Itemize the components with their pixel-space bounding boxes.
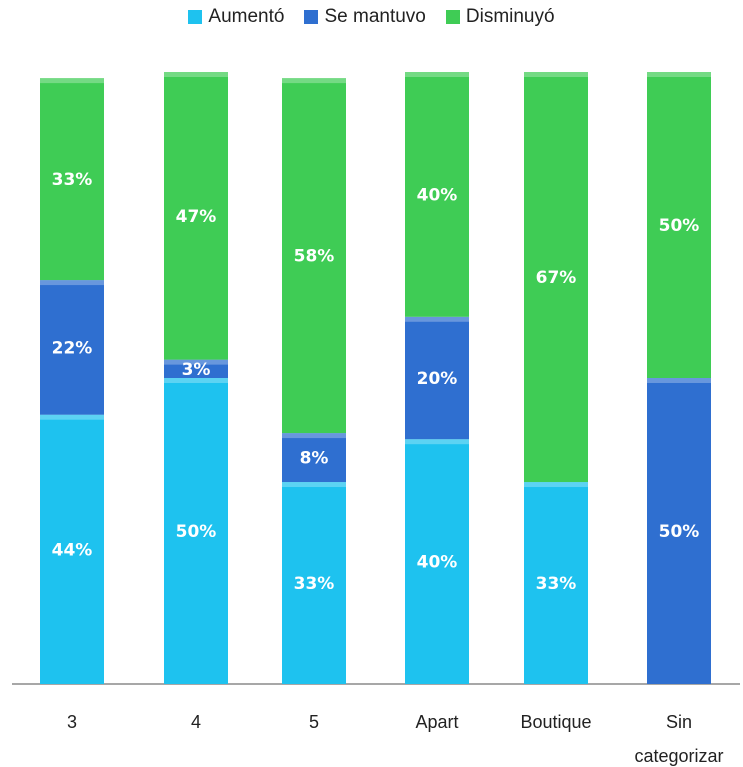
data-label-se-mantuvo-4: 3% (182, 360, 211, 380)
bar-highlight-aumento-4 (164, 378, 228, 383)
bar-highlight-disminuyo-boutique (524, 72, 588, 77)
labels-layer: 44% 22% 33% 50% 3% 47% 33% 8% 58% 40% 20% 40% 33% 67%… (52, 170, 700, 594)
bar-highlight-aumento-3 (40, 414, 104, 420)
x-tick-label-boutique: Boutique (520, 712, 591, 732)
bar-highlight-disminuyo-apart (405, 72, 469, 77)
data-label-disminuyo-5: 58% (294, 247, 335, 267)
legend-swatch-se-mantuvo (304, 10, 319, 24)
bar-highlight-aumento-boutique (524, 482, 588, 488)
x-tick-label-5: 5 (309, 712, 319, 732)
bar-aumento-3 (40, 414, 104, 684)
bar-highlight-aumento-apart (405, 439, 469, 445)
data-label-disminuyo-3: 33% (52, 170, 93, 190)
bar-disminuyo-3 (40, 78, 104, 281)
x-tick-label-3: 3 (67, 712, 77, 732)
data-label-disminuyo-4: 47% (176, 207, 217, 227)
legend-item-se-mantuvo: Se mantuvo (304, 6, 426, 28)
bar-disminuyo-sin-categorizar (647, 72, 711, 378)
bar-aumento-5 (282, 482, 346, 684)
bar-highlight-aumento-5 (282, 482, 346, 488)
data-label-se-mantuvo-5: 8% (300, 449, 329, 469)
data-label-disminuyo-apart: 40% (417, 185, 458, 205)
data-label-se-mantuvo-sin-categorizar: 50% (659, 522, 700, 542)
legend: Aumentó Se mantuvo Disminuyó (0, 6, 743, 28)
data-label-aumento-3: 44% (52, 540, 93, 560)
bar-se-mantuvo-3 (40, 280, 104, 415)
bar-disminuyo-boutique (524, 72, 588, 483)
bar-highlight-disminuyo-3 (40, 78, 104, 84)
bar-se-mantuvo-apart (405, 316, 469, 440)
x-tick-label-sin-categorizar: Sin categorizar (634, 712, 723, 766)
bar-highlight-se-mantuvo-5 (282, 433, 346, 439)
legend-swatch-aumento (188, 10, 203, 24)
data-label-disminuyo-sin-categorizar: 50% (659, 216, 700, 236)
data-label-aumento-4: 50% (176, 522, 217, 542)
bar-highlight-se-mantuvo-apart (405, 316, 469, 322)
x-tick-label-4: 4 (191, 712, 201, 732)
data-label-aumento-apart: 40% (417, 553, 458, 573)
bar-disminuyo-4 (164, 72, 228, 360)
bar-highlight-disminuyo-sin-categorizar (647, 72, 711, 77)
bar-highlight-se-mantuvo-3 (40, 280, 104, 286)
data-label-disminuyo-boutique: 67% (536, 268, 577, 288)
legend-label-se-mantuvo: Se mantuvo (324, 6, 426, 27)
bar-highlight-disminuyo-4 (164, 72, 228, 77)
data-label-aumento-boutique: 33% (536, 574, 577, 594)
data-label-se-mantuvo-3: 22% (52, 338, 93, 358)
legend-swatch-disminuyo (445, 10, 460, 24)
bar-disminuyo-5 (282, 78, 346, 434)
bar-aumento-boutique (524, 482, 588, 684)
legend-label-aumento: Aumentó (208, 6, 285, 27)
bar-highlight-se-mantuvo-sin-categorizar (647, 378, 711, 383)
bar-aumento-4 (164, 378, 228, 684)
bar-se-mantuvo-4 (164, 359, 228, 378)
bar-highlight-se-mantuvo-4 (164, 359, 228, 365)
bar-se-mantuvo-5 (282, 433, 346, 483)
legend-label-disminuyo: Disminuyó (465, 6, 555, 27)
data-label-se-mantuvo-apart: 20% (417, 369, 458, 389)
bars-layer (40, 72, 711, 684)
data-label-aumento-5: 33% (294, 574, 335, 594)
legend-item-disminuyo: Disminuyó (445, 6, 555, 28)
bar-highlight-disminuyo-5 (282, 78, 346, 84)
legend-item-aumento: Aumentó (188, 6, 284, 28)
bar-se-mantuvo-sin-categorizar (647, 378, 711, 684)
bar-aumento-apart (405, 439, 469, 684)
x-tick-label-apart: Apart (415, 712, 458, 732)
bar-disminuyo-apart (405, 72, 469, 317)
